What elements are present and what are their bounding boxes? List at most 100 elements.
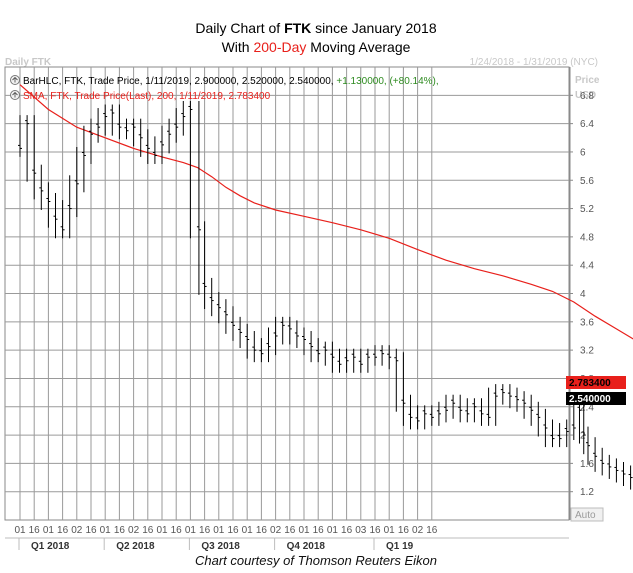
price-bar: [365, 348, 370, 373]
price-bar: [167, 118, 172, 154]
price-bar: [46, 182, 51, 228]
price-bar: [96, 108, 101, 143]
x-tick-label: 01: [242, 525, 254, 536]
price-bar: [39, 164, 44, 210]
price-bar: [621, 461, 626, 487]
y-tick-label: 2: [580, 431, 586, 442]
price-bar: [543, 408, 548, 448]
price-bar: [181, 100, 186, 136]
quarter-labels: Q1 2018 Q2 2018 Q3 2018 Q4 2018 Q1 19: [18, 538, 414, 552]
price-bar: [429, 405, 434, 426]
auto-scale-button[interactable]: Auto: [570, 507, 604, 522]
y-tick-label: 2.4: [580, 402, 594, 413]
x-tick-label: 16: [85, 525, 97, 536]
svg-text:Auto: Auto: [575, 510, 596, 521]
price-bar: [202, 221, 207, 310]
x-tick-label: 16: [256, 525, 268, 536]
x-tick-label: 16: [341, 525, 353, 536]
price-bar: [529, 394, 534, 426]
price-bar: [25, 115, 30, 182]
price-bar: [586, 426, 590, 465]
price-bar: [117, 104, 122, 140]
price-bar: [571, 401, 576, 441]
price-bar: [287, 316, 292, 345]
y-tick-label: 5.6: [580, 176, 594, 187]
y-tick-labels: 1.21.622.42.83.23.644.44.85.25.666.46.8: [569, 91, 594, 498]
x-tick-label: 01: [384, 525, 396, 536]
price-bar: [536, 401, 541, 437]
price-bar: [337, 348, 342, 373]
x-tick-label: 16: [199, 525, 211, 536]
x-tick-label: 01: [327, 525, 339, 536]
price-bar: [451, 394, 456, 419]
chart-series-icon[interactable]: [10, 75, 20, 85]
price-bar: [479, 398, 484, 426]
price-bar: [358, 348, 363, 373]
price-bar: [245, 323, 250, 359]
price-bar: [465, 398, 470, 423]
price-bar: [593, 437, 598, 472]
price-bar: [266, 327, 271, 363]
date-range-label: 1/24/2018 - 1/31/2019 (NYC): [470, 57, 598, 68]
price-bar: [614, 458, 619, 483]
price-bar: [436, 401, 441, 426]
y-tick-label: 3.2: [580, 346, 594, 357]
x-tick-label: 01: [213, 525, 225, 536]
price-bar: [18, 115, 22, 157]
price-bar: [280, 316, 285, 345]
x-tick-label: 01: [185, 525, 197, 536]
price-bar: [124, 118, 129, 140]
price-bar: [564, 419, 569, 448]
y-tick-label: 1.6: [580, 459, 594, 470]
x-tick-label: 16: [313, 525, 325, 536]
price-bar: [522, 391, 527, 419]
chart-credit: Chart courtesy of Thomson Reuters Eikon: [195, 553, 437, 568]
price-bar: [152, 136, 157, 164]
price-bar: [581, 401, 586, 455]
price-bar: [628, 465, 633, 490]
x-tick-label: 16: [284, 525, 296, 536]
quarter-label: Q2 2018: [116, 541, 155, 552]
horizontal-gridlines: [5, 94, 569, 493]
y-tick-label: 5.2: [580, 204, 594, 215]
price-bar: [209, 277, 214, 317]
price-value-box: 2.540000: [566, 392, 626, 405]
x-tick-label: 16: [426, 525, 438, 536]
price-bar: [259, 338, 264, 363]
quarter-label: Q4 2018: [287, 541, 326, 552]
x-tick-label: 16: [142, 525, 154, 536]
x-tick-label: 01: [14, 525, 26, 536]
price-bar: [294, 320, 299, 349]
price-bar: [394, 348, 399, 412]
price-bar: [53, 192, 58, 239]
x-tick-label: 16: [398, 525, 410, 536]
price-bar: [607, 454, 612, 479]
x-tick-label: 01: [43, 525, 55, 536]
y-tick-label: 6.8: [580, 91, 594, 102]
quarter-label: Q3 2018: [201, 541, 240, 552]
price-bar: [493, 384, 498, 426]
price-bar: [110, 104, 115, 136]
x-tick-label: 02: [270, 525, 282, 536]
chart-series-icon[interactable]: [10, 90, 20, 100]
x-tick-label: 03: [355, 525, 367, 536]
x-tick-label: 02: [128, 525, 140, 536]
svg-text:2.783400: 2.783400: [569, 378, 611, 389]
price-bar: [330, 341, 335, 373]
price-bar: [472, 398, 477, 423]
axis-unit-usd: USD: [575, 90, 596, 101]
price-bar: [500, 384, 505, 405]
price-bar: [323, 341, 328, 366]
chart-title: Daily Chart of FTK since January 2018: [195, 20, 436, 36]
price-bar: [188, 100, 193, 239]
panel-label: Daily FTK: [5, 57, 52, 68]
x-tick-label: 16: [171, 525, 183, 536]
y-tick-label: 4.4: [580, 261, 594, 272]
price-bar: [145, 129, 150, 164]
price-bar: [577, 401, 582, 444]
y-tick-label: 1.2: [580, 487, 594, 498]
chart-subtitle: With 200-Day Moving Average: [222, 39, 411, 55]
price-bar: [81, 125, 86, 193]
axis-unit-price: Price: [575, 75, 600, 86]
price-bar: [89, 118, 93, 164]
